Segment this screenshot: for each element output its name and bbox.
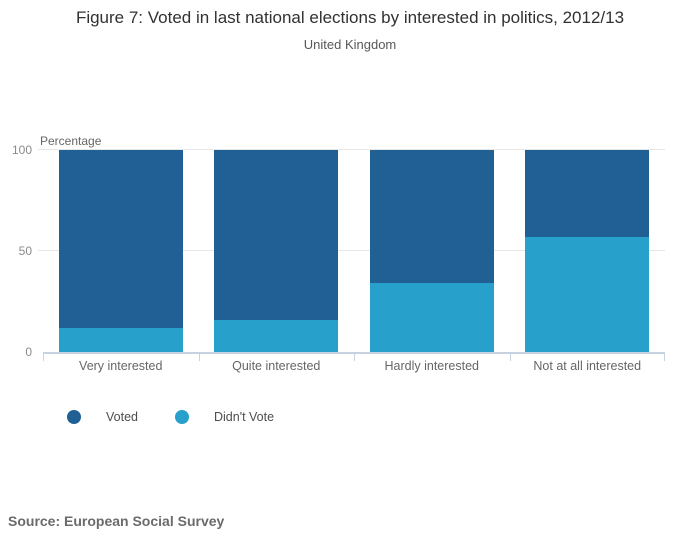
x-axis-tick [198,352,200,361]
bar-segment-quite-interested-didn-t-vote[interactable] [214,319,339,352]
gridline-50 [38,250,665,251]
bar-hardly-interested [369,150,494,352]
bar-segment-very-interested-voted[interactable] [58,150,183,328]
bar-segment-not-at-all-interested-didn-t-vote[interactable] [525,236,650,352]
legend-item-voted[interactable]: Voted [67,409,138,424]
x-axis-tick [664,352,665,361]
x-category-label-not-at-all-interested: Not at all interested [533,359,642,373]
legend-swatch-didn-t-vote [174,409,189,424]
bar-segment-quite-interested-voted[interactable] [214,150,339,320]
x-axis-line [43,352,665,354]
x-category-label-quite-interested: Quite interested [232,359,321,373]
bar-quite-interested [214,150,339,352]
legend-swatch-voted [67,409,81,424]
legend-label-didn-t-vote: Didn't Vote [213,409,275,424]
y-axis: 0 50 100 [0,143,32,359]
bar-very-interested [58,150,183,352]
legend-item-didn-t-vote[interactable]: Didn't Vote [174,409,275,424]
bar-not-at-all-interested [525,150,650,352]
bar-segment-hardly-interested-voted[interactable] [369,150,494,284]
chart-title: Figure 7: Voted in last national electio… [75,8,625,27]
x-axis-tick [354,352,355,361]
bar-segment-very-interested-didn-t-vote[interactable] [58,327,183,352]
y-tick-label-100: 100 [11,143,32,157]
x-axis-tick [509,352,511,361]
x-axis-labels: Very interested Quite interested Hardly in… [43,359,665,375]
bar-segment-hardly-interested-didn-t-vote[interactable] [369,283,494,352]
y-tick-label-50: 50 [18,244,32,258]
x-category-label-hardly-interested: Hardly interested [384,359,480,373]
source-note: Source: European Social Survey [8,513,225,529]
chart-subtitle: United Kingdom [303,37,397,52]
legend: Voted Didn't Vote [67,408,274,425]
y-axis-title: Percentage [40,134,102,148]
bar-segment-not-at-all-interested-voted[interactable] [525,150,650,237]
x-axis-tick [43,352,44,361]
y-tick-label-0: 0 [25,345,32,359]
legend-label-voted: Voted [106,409,138,424]
plot-area [38,149,665,361]
gridline-100 [38,149,665,150]
x-category-label-very-interested: Very interested [79,359,163,373]
